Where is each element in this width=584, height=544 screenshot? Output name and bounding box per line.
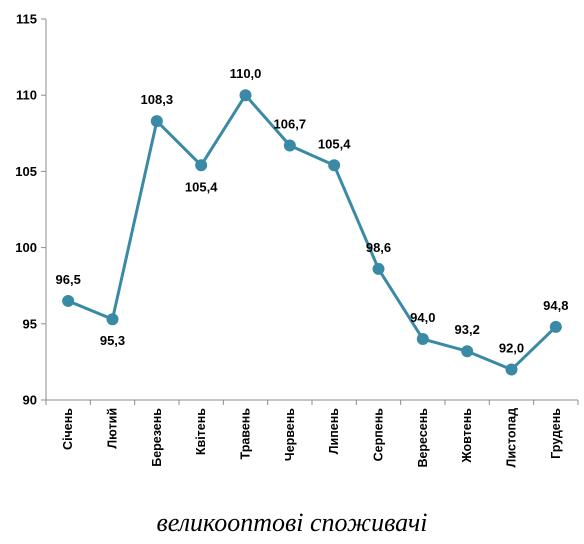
data-labels: 96,5 95,3 108,3 105,4 110,0 106,7 105,4 98,6 94,…	[56, 66, 569, 355]
data-point	[549, 320, 562, 333]
x-category-label: Вересень	[416, 408, 430, 468]
y-tick-label: 110	[16, 88, 37, 103]
x-axis-categories: Січень Лютий Березень Квітень Травень Червень…	[45, 400, 579, 468]
y-axis-ticks: 90 95 100 105 110 115	[15, 12, 46, 408]
data-label: 93,2	[455, 322, 480, 337]
data-label: 96,5	[56, 272, 81, 287]
data-label: 106,7	[274, 116, 307, 131]
data-point	[150, 115, 163, 128]
data-point	[461, 345, 474, 358]
x-category-label: Лютий	[106, 408, 120, 449]
data-points	[62, 89, 562, 376]
x-category-label: Березень	[150, 408, 164, 467]
y-tick-label: 100	[15, 240, 37, 255]
data-label: 105,4	[318, 136, 351, 151]
data-label: 98,6	[366, 240, 391, 255]
chart-caption: великооптові споживачі	[156, 508, 428, 537]
x-category-label: Червень	[283, 408, 297, 461]
data-point	[106, 313, 119, 326]
y-tick-label: 105	[15, 164, 37, 179]
x-category-label: Квітень	[194, 408, 208, 455]
data-point	[505, 363, 518, 376]
data-point	[416, 333, 429, 346]
series-line-group	[67, 93, 557, 372]
data-point	[328, 159, 341, 172]
data-point	[239, 89, 252, 102]
x-category-label: Травень	[239, 408, 253, 460]
data-point	[62, 294, 75, 307]
x-category-label: Січень	[61, 408, 75, 450]
data-label: 94,0	[410, 310, 435, 325]
data-label: 94,8	[543, 298, 568, 313]
data-label: 110,0	[230, 66, 262, 81]
data-label: 108,3	[141, 92, 174, 107]
x-category-label: Грудень	[549, 408, 563, 459]
x-category-label: Липень	[327, 408, 341, 455]
series-line	[67, 93, 557, 372]
y-tick-label: 115	[16, 12, 37, 27]
data-point	[195, 159, 208, 172]
y-tick-label: 90	[23, 393, 37, 408]
x-category-label: Листопад	[505, 408, 519, 468]
data-label: 95,3	[100, 333, 125, 348]
data-point	[372, 262, 385, 275]
data-label: 92,0	[499, 341, 524, 356]
x-category-label: Жовтень	[460, 408, 474, 464]
x-category-label: Серпень	[372, 408, 386, 462]
data-point	[283, 139, 296, 152]
data-label: 105,4	[185, 179, 218, 194]
y-tick-label: 95	[23, 316, 37, 331]
